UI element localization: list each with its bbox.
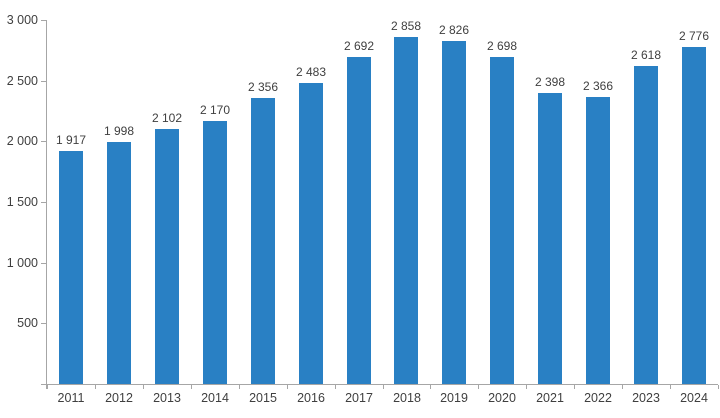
bar-2021 xyxy=(538,93,562,384)
y-axis-tick xyxy=(41,141,47,142)
x-axis-tick xyxy=(574,385,575,389)
y-axis-tick-label: 2 500 xyxy=(6,74,38,88)
bar-value-label: 2 698 xyxy=(486,39,518,53)
y-axis-line xyxy=(46,20,47,389)
bar-2013 xyxy=(155,129,179,384)
x-axis-tick xyxy=(383,385,384,389)
x-axis-tick xyxy=(718,385,719,389)
x-axis-tick xyxy=(622,385,623,389)
x-axis-tick xyxy=(47,385,48,389)
y-axis-tick-label: 2 000 xyxy=(6,134,38,148)
bar-value-label: 2 366 xyxy=(582,79,614,93)
x-axis-category-label: 2013 xyxy=(153,391,181,405)
x-axis-category-label: 2023 xyxy=(632,391,660,405)
bar-2020 xyxy=(490,57,514,384)
bar-2017 xyxy=(347,57,371,384)
bar-value-label: 2 618 xyxy=(630,48,662,62)
bar-2022 xyxy=(586,97,610,384)
x-axis-tick xyxy=(239,385,240,389)
y-axis-tick-label: 3 000 xyxy=(6,13,38,27)
bar-2015 xyxy=(251,98,275,384)
x-axis-category-label: 2017 xyxy=(345,391,373,405)
bar-2016 xyxy=(299,83,323,384)
x-axis-category-label: 2019 xyxy=(440,391,468,405)
x-axis-category-label: 2015 xyxy=(249,391,277,405)
bar-2012 xyxy=(107,142,131,384)
x-axis-category-label: 2021 xyxy=(536,391,564,405)
x-axis-tick xyxy=(478,385,479,389)
bar-2018 xyxy=(394,37,418,384)
y-axis-tick xyxy=(41,81,47,82)
bar-value-label: 1 998 xyxy=(103,124,135,138)
y-axis-tick-label: 1 000 xyxy=(6,256,38,270)
bar-2023 xyxy=(634,66,658,384)
x-axis-category-label: 2012 xyxy=(105,391,133,405)
bar-value-label: 2 102 xyxy=(151,111,183,125)
bar-2024 xyxy=(682,47,706,384)
y-axis-tick-label: 1 500 xyxy=(6,195,38,209)
x-axis-line xyxy=(41,384,718,385)
x-axis-tick xyxy=(287,385,288,389)
x-axis-tick xyxy=(335,385,336,389)
y-axis-tick xyxy=(41,202,47,203)
x-axis-tick xyxy=(143,385,144,389)
bar-2014 xyxy=(203,121,227,384)
x-axis-category-label: 2016 xyxy=(297,391,325,405)
x-axis-category-label: 2011 xyxy=(57,391,85,405)
x-axis-category-label: 2020 xyxy=(488,391,516,405)
x-axis-tick xyxy=(526,385,527,389)
bar-value-label: 2 826 xyxy=(438,23,470,37)
bar-2011 xyxy=(59,151,83,384)
bar-value-label: 2 356 xyxy=(247,80,279,94)
y-axis-tick xyxy=(41,263,47,264)
x-axis-category-label: 2018 xyxy=(393,391,421,405)
bar-value-label: 2 776 xyxy=(678,29,710,43)
x-axis-tick xyxy=(670,385,671,389)
bar-2019 xyxy=(442,41,466,384)
x-axis-tick xyxy=(191,385,192,389)
x-axis-category-label: 2022 xyxy=(584,391,612,405)
y-axis-tick xyxy=(41,323,47,324)
y-axis-tick xyxy=(41,20,47,21)
bar-value-label: 2 398 xyxy=(534,75,566,89)
x-axis-category-label: 2014 xyxy=(201,391,229,405)
x-axis-category-label: 2024 xyxy=(680,391,708,405)
x-axis-tick xyxy=(430,385,431,389)
x-axis-tick xyxy=(95,385,96,389)
bar-value-label: 2 170 xyxy=(199,103,231,117)
bar-value-label: 2 858 xyxy=(390,19,422,33)
bar-value-label: 1 917 xyxy=(55,133,87,147)
y-axis-tick-label: 500 xyxy=(17,316,38,330)
bar-value-label: 2 483 xyxy=(295,65,327,79)
bar-value-label: 2 692 xyxy=(343,39,375,53)
